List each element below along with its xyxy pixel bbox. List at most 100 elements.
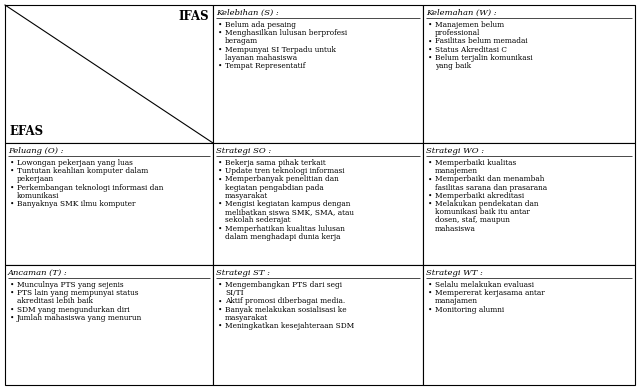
Text: Belum ada pesaing: Belum ada pesaing: [225, 21, 296, 29]
Text: professional: professional: [435, 29, 481, 37]
Text: •: •: [218, 200, 222, 208]
Text: manajemen: manajemen: [435, 167, 478, 175]
Text: •: •: [428, 21, 433, 29]
Text: •: •: [10, 314, 14, 322]
Bar: [423, 143, 635, 265]
Bar: [423, 265, 635, 385]
Text: EFAS: EFAS: [9, 125, 43, 138]
Text: dalam menghadapi dunia kerja: dalam menghadapi dunia kerja: [225, 233, 340, 241]
Text: Strategi ST :: Strategi ST :: [216, 269, 270, 277]
Text: Jumlah mahasiswa yang menurun: Jumlah mahasiswa yang menurun: [17, 314, 142, 322]
Text: •: •: [428, 45, 433, 54]
Text: Peluang (O) :: Peluang (O) :: [8, 147, 63, 155]
Text: beragam: beragam: [225, 37, 258, 45]
Text: •: •: [428, 192, 433, 200]
Text: PTS lain yang mempunyai status: PTS lain yang mempunyai status: [17, 289, 138, 297]
Text: •: •: [218, 167, 222, 175]
Text: komunikasi: komunikasi: [17, 192, 60, 200]
Text: komunikasi baik itu antar: komunikasi baik itu antar: [435, 208, 530, 216]
Text: kegiatan pengabdian pada: kegiatan pengabdian pada: [225, 183, 324, 192]
Text: •: •: [218, 281, 222, 289]
Text: Melakukan pendekatan dan: Melakukan pendekatan dan: [435, 200, 538, 208]
Bar: [213, 265, 423, 385]
Text: •: •: [428, 289, 433, 297]
Text: Update tren teknologi informasi: Update tren teknologi informasi: [225, 167, 344, 175]
Text: Belum terjalin komunikasi: Belum terjalin komunikasi: [435, 54, 532, 62]
Text: •: •: [428, 159, 433, 167]
Text: •: •: [218, 306, 222, 314]
Text: •: •: [428, 37, 433, 45]
Bar: [213, 143, 423, 265]
Text: yang baik: yang baik: [435, 62, 471, 70]
Text: SDM yang mengundurkan diri: SDM yang mengundurkan diri: [17, 306, 130, 314]
Text: akreditasi lebih baik: akreditasi lebih baik: [17, 298, 93, 305]
Text: •: •: [218, 45, 222, 54]
Text: Fasilitas belum memadai: Fasilitas belum memadai: [435, 37, 527, 45]
Bar: [5, 265, 213, 385]
Text: Tempat Representatif: Tempat Representatif: [225, 62, 305, 70]
Text: Banyak melakukan sosialisasi ke: Banyak melakukan sosialisasi ke: [225, 306, 347, 314]
Text: sekolah sederajat: sekolah sederajat: [225, 216, 291, 224]
Text: dosen, staf, maupun: dosen, staf, maupun: [435, 216, 510, 224]
Text: •: •: [428, 175, 433, 183]
Text: Status Akreditasi C: Status Akreditasi C: [435, 45, 507, 54]
Text: •: •: [218, 29, 222, 37]
Bar: [423, 5, 635, 143]
Text: Memperbanyak penelitian dan: Memperbanyak penelitian dan: [225, 175, 339, 183]
Text: layanan mahasiswa: layanan mahasiswa: [225, 54, 297, 62]
Text: Memperbaiki akreditasi: Memperbaiki akreditasi: [435, 192, 524, 200]
Text: •: •: [10, 159, 14, 167]
Text: Mengisi kegiatan kampus dengan: Mengisi kegiatan kampus dengan: [225, 200, 350, 208]
Text: •: •: [10, 200, 14, 208]
Text: Banyaknya SMK ilmu komputer: Banyaknya SMK ilmu komputer: [17, 200, 136, 208]
Text: Menghasilkan lulusan berprofesi: Menghasilkan lulusan berprofesi: [225, 29, 347, 37]
Text: IFAS: IFAS: [179, 10, 209, 23]
Text: Munculnya PTS yang sejenis: Munculnya PTS yang sejenis: [17, 281, 124, 289]
Text: •: •: [10, 167, 14, 175]
Text: Ancaman (T) :: Ancaman (T) :: [8, 269, 68, 277]
Text: •: •: [10, 183, 14, 192]
Text: Aktif promosi diberbagai media.: Aktif promosi diberbagai media.: [225, 298, 345, 305]
Text: Bekerja sama pihak terkait: Bekerja sama pihak terkait: [225, 159, 326, 167]
Text: Memperhatikan kualitas lulusan: Memperhatikan kualitas lulusan: [225, 225, 345, 232]
Text: mahasiswa: mahasiswa: [435, 225, 476, 232]
Text: Mengembangkan PTS dari segi: Mengembangkan PTS dari segi: [225, 281, 342, 289]
Text: Mempererat kerjasama antar: Mempererat kerjasama antar: [435, 289, 545, 297]
Text: Memperbaiki kualitas: Memperbaiki kualitas: [435, 159, 516, 167]
Text: •: •: [218, 21, 222, 29]
Text: •: •: [428, 306, 433, 314]
Text: •: •: [218, 298, 222, 305]
Text: Manajemen belum: Manajemen belum: [435, 21, 504, 29]
Text: •: •: [428, 281, 433, 289]
Text: Strategi WO :: Strategi WO :: [426, 147, 484, 155]
Text: masyarakat: masyarakat: [225, 314, 268, 322]
Text: Strategi WT :: Strategi WT :: [426, 269, 483, 277]
Text: Tuntutan keahlian komputer dalam: Tuntutan keahlian komputer dalam: [17, 167, 148, 175]
Text: Kelemahan (W) :: Kelemahan (W) :: [426, 9, 497, 17]
Text: Memperbaiki dan menambah: Memperbaiki dan menambah: [435, 175, 545, 183]
Bar: [5, 143, 213, 265]
Text: •: •: [10, 281, 14, 289]
Text: •: •: [218, 62, 222, 70]
Text: Lowongan pekerjaan yang luas: Lowongan pekerjaan yang luas: [17, 159, 133, 167]
Text: •: •: [428, 200, 433, 208]
Text: Monitoring alumni: Monitoring alumni: [435, 306, 504, 314]
Text: •: •: [218, 159, 222, 167]
Text: •: •: [218, 322, 222, 330]
Bar: [5, 5, 213, 143]
Text: •: •: [10, 289, 14, 297]
Text: •: •: [428, 54, 433, 62]
Text: Perkembangan teknologi informasi dan: Perkembangan teknologi informasi dan: [17, 183, 163, 192]
Text: Kelebihan (S) :: Kelebihan (S) :: [216, 9, 279, 17]
Text: Strategi SO :: Strategi SO :: [216, 147, 271, 155]
Text: masyarakat: masyarakat: [225, 192, 268, 200]
Text: Mempunyai SI Terpadu untuk: Mempunyai SI Terpadu untuk: [225, 45, 336, 54]
Text: Meningkatkan kesejahteraan SDM: Meningkatkan kesejahteraan SDM: [225, 322, 355, 330]
Text: SI/TI: SI/TI: [225, 289, 244, 297]
Text: •: •: [218, 225, 222, 232]
Text: •: •: [218, 175, 222, 183]
Text: melibatkan siswa SMK, SMA, atau: melibatkan siswa SMK, SMA, atau: [225, 208, 354, 216]
Bar: [213, 5, 423, 143]
Text: pekerjaan: pekerjaan: [17, 175, 54, 183]
Text: •: •: [10, 306, 14, 314]
